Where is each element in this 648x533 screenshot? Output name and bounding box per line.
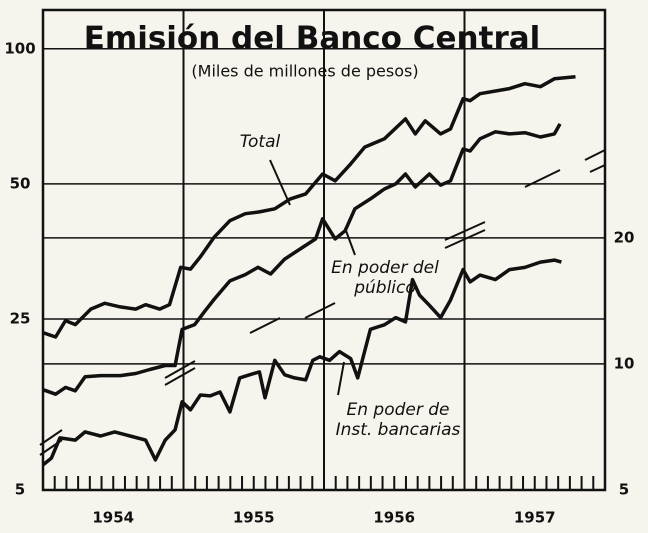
annotation: Inst. bancarias xyxy=(336,420,461,440)
x-tick-label: 1956 xyxy=(373,509,415,527)
axis-breaks xyxy=(39,149,606,456)
series-line xyxy=(41,258,562,467)
y-tick-label: 50 xyxy=(10,174,31,192)
y2-tick-label: 10 xyxy=(614,354,635,372)
x-tick-label: 1955 xyxy=(233,509,275,527)
annotation: Total xyxy=(240,132,281,152)
arrow xyxy=(269,159,291,206)
annotation: En poder del xyxy=(331,258,439,278)
annotations xyxy=(269,159,356,396)
y-tick-label: 100 xyxy=(4,39,35,57)
arrow xyxy=(344,227,356,256)
x-tick-label: 1954 xyxy=(92,509,134,527)
chart-title: Emisión del Banco Central xyxy=(84,21,541,57)
y-tick-label: 25 xyxy=(10,310,31,328)
x-tick-label: 1957 xyxy=(514,509,556,527)
arrow xyxy=(337,361,345,396)
annotation: En poder de xyxy=(346,400,449,420)
y2-tick-label: 5 xyxy=(15,481,25,499)
y2-tick-label: 20 xyxy=(614,228,635,246)
chart-subtitle: (Miles de millones de pesos) xyxy=(191,62,418,81)
series-line xyxy=(42,75,576,339)
y2-tick-label: 5 xyxy=(619,481,629,499)
series-line xyxy=(42,123,562,396)
annotation: público xyxy=(353,278,416,298)
title-box xyxy=(45,12,593,90)
